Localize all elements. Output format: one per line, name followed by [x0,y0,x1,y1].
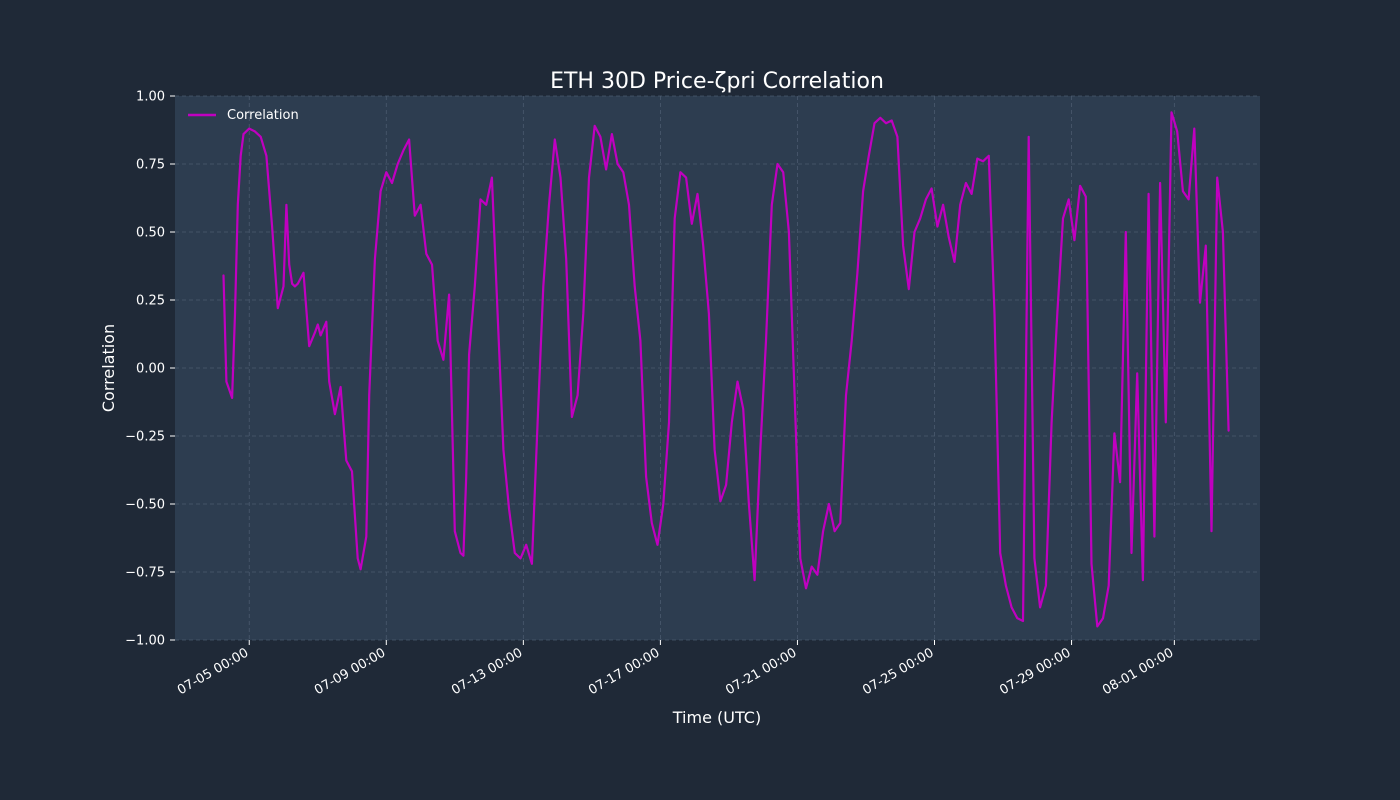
y-axis-label: Correlation [99,324,118,412]
y-tick-label: −0.25 [125,430,165,445]
y-tick-label: −1.00 [125,634,165,649]
y-tick-label: 0.00 [136,362,165,377]
y-tick-label: −0.75 [125,566,165,581]
chart-title: ETH 30D Price-ζpri Correlation [550,69,884,94]
y-tick-label: 1.00 [136,90,165,105]
series-layer [222,111,1230,628]
y-tick-label: 0.50 [136,226,165,241]
legend-label: Correlation [227,108,299,123]
y-tick-label: −0.50 [125,498,165,513]
y-tick-label: 0.25 [136,294,165,309]
y-tick-label: 0.75 [136,158,165,173]
grid [175,95,1260,641]
series-line-correlation [222,111,1230,628]
x-axis-label: Time (UTC) [672,708,761,727]
legend: Correlation [188,108,299,123]
y-axis: 1.00 0.75 0.50 0.25 0.00 −0.25 −0.50 −0.75 −1.00 [125,90,175,649]
